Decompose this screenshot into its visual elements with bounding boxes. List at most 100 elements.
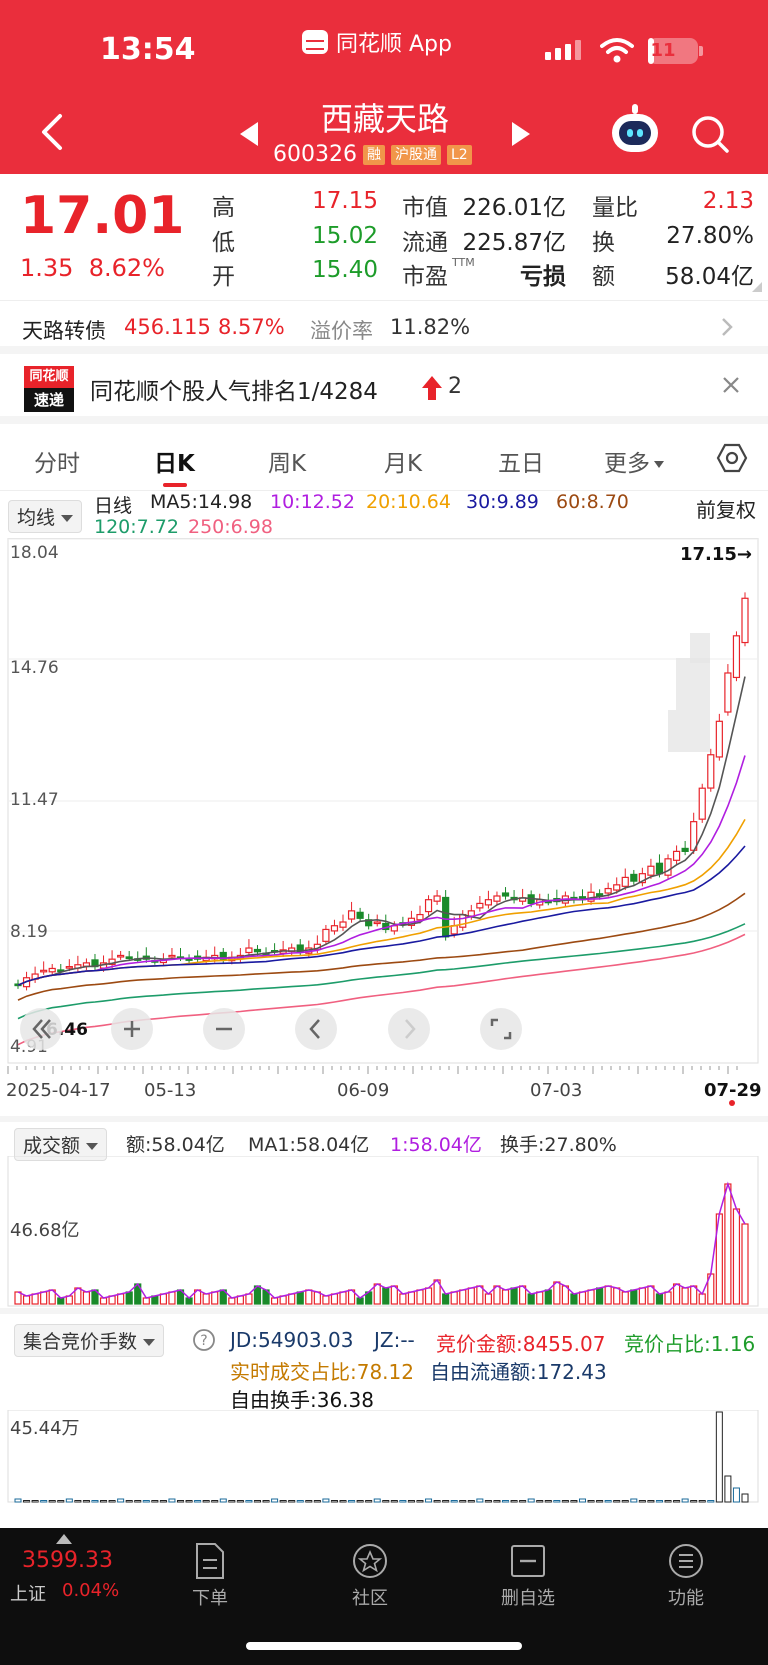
volume-bar — [339, 1291, 347, 1305]
nav-community-label: 社区 — [352, 1588, 388, 1609]
auction-indicator-selector[interactable]: 集合竞价手数 — [14, 1324, 165, 1357]
fullscreen-button[interactable] — [480, 1008, 522, 1050]
convertible-bond-row[interactable]: 天路转债 456.115 8.57% 溢价率 11.82% — [0, 300, 768, 354]
ma5-label: MA5:14.98 — [150, 491, 253, 513]
candle-body — [253, 948, 262, 953]
adjust-mode[interactable]: 前复权 — [696, 498, 756, 522]
auction-bar — [425, 1498, 433, 1503]
nav-remove-watch[interactable]: 删自选 — [478, 1528, 578, 1610]
indicator-selector[interactable]: 均线 — [8, 500, 83, 533]
auction-bar — [741, 1493, 749, 1503]
volume-bar — [373, 1283, 381, 1305]
volume-ma-line — [17, 1181, 746, 1300]
today-dot — [729, 1100, 735, 1106]
index-value[interactable]: 3599.33 — [22, 1548, 113, 1573]
auction-bar — [596, 1500, 604, 1503]
premium-value: 11.82% — [390, 315, 471, 339]
robot-assistant-icon[interactable] — [612, 104, 658, 152]
auction-bar — [91, 1500, 99, 1503]
auction-chart[interactable] — [0, 1410, 768, 1510]
nav-community[interactable]: 社区 — [320, 1528, 420, 1610]
help-icon[interactable]: ? — [192, 1328, 216, 1352]
open-label: 开 — [212, 264, 235, 290]
next-stock-icon[interactable] — [512, 122, 530, 146]
svg-text:?: ? — [200, 1333, 207, 1349]
nav-functions-label: 功能 — [668, 1588, 704, 1609]
period-tabs: 分时 日K 周K 月K 五日 更多 — [0, 428, 768, 490]
auction-bar — [707, 1500, 715, 1503]
auction-free-float: 自由流通额:172.43 — [430, 1360, 607, 1384]
candle-body — [621, 876, 629, 887]
auction-bar — [510, 1500, 518, 1503]
price-zone-box — [676, 658, 710, 710]
auction-bar — [365, 1500, 373, 1503]
auction-bar — [194, 1500, 202, 1503]
tab-weekly-k[interactable]: 周K — [268, 451, 307, 477]
volume-bar — [484, 1293, 493, 1305]
back-icon[interactable] — [36, 112, 68, 152]
tab-daily-k[interactable]: 日K — [154, 451, 195, 477]
search-icon[interactable] — [690, 114, 730, 154]
auction-bar — [117, 1498, 125, 1503]
auction-bar — [647, 1500, 655, 1503]
volume-bar — [57, 1297, 65, 1305]
candle-body — [630, 873, 638, 882]
candle-body — [322, 928, 330, 942]
popularity-rank-row[interactable]: 同花顺 速递 同花顺个股人气排名1/4284 2 — [0, 358, 768, 424]
volume-bar — [501, 1289, 510, 1305]
nav-functions[interactable]: 功能 — [636, 1528, 736, 1610]
y-tick-1: 14.76 — [10, 658, 59, 678]
volume-bar — [382, 1287, 390, 1305]
volume-bar — [638, 1287, 646, 1305]
tab-five-day[interactable]: 五日 — [498, 451, 544, 477]
volume-ratio-label: 量比 — [592, 195, 638, 221]
candle-body — [613, 884, 621, 891]
auction-bar — [202, 1500, 210, 1503]
volume-bar — [681, 1287, 689, 1305]
candle-body — [330, 925, 339, 932]
volume-bar — [40, 1291, 48, 1305]
candle-body — [707, 754, 715, 789]
period-label: 日线 — [94, 495, 133, 517]
page-title: 西藏天路 — [320, 100, 449, 138]
bond-name: 天路转债 — [22, 319, 106, 343]
pe-value: 亏损 — [520, 264, 566, 290]
auction-bar — [673, 1500, 681, 1503]
volume-bar — [467, 1287, 475, 1305]
candle-body — [647, 865, 655, 876]
zoom-in-button[interactable] — [111, 1008, 153, 1050]
volume-bar — [288, 1293, 296, 1305]
candle-body — [339, 921, 347, 928]
settings-hexagon-icon[interactable] — [716, 442, 748, 474]
volume-ratio-value: 2.13 — [702, 188, 754, 214]
kline-chart[interactable] — [0, 538, 768, 1098]
auction-bar — [630, 1498, 638, 1503]
y-tick-0: 18.04 — [10, 543, 59, 563]
ths-express-logo: 同花顺 速递 — [24, 366, 74, 412]
candle-body — [245, 947, 253, 954]
expand-corner-icon[interactable] — [752, 282, 762, 292]
nav-order[interactable]: 下单 — [160, 1528, 260, 1610]
auction-bar — [493, 1500, 501, 1503]
volume-bar — [305, 1289, 313, 1305]
close-icon[interactable] — [722, 376, 740, 394]
volume-chart[interactable] — [0, 1156, 768, 1308]
tab-monthly-k[interactable]: 月K — [384, 451, 423, 477]
auction-bar — [74, 1500, 82, 1503]
volume-bar — [724, 1183, 732, 1305]
tab-intraday[interactable]: 分时 — [34, 451, 80, 477]
prev-stock-icon[interactable] — [240, 122, 258, 146]
candle-body — [48, 967, 56, 973]
scroll-start-button[interactable] — [20, 1008, 62, 1050]
auction-bar — [322, 1498, 330, 1503]
scroll-right-button[interactable] — [388, 1008, 430, 1050]
tab-more[interactable]: 更多 — [604, 444, 664, 478]
volume-bar — [630, 1289, 638, 1305]
scroll-left-button[interactable] — [295, 1008, 337, 1050]
pe-label: 市盈 — [402, 264, 448, 290]
app-name: 同花顺 App — [336, 32, 452, 57]
auction-bar — [211, 1500, 219, 1503]
zoom-out-button[interactable] — [203, 1008, 245, 1050]
auction-bar — [553, 1500, 561, 1503]
candle-body — [40, 969, 48, 973]
